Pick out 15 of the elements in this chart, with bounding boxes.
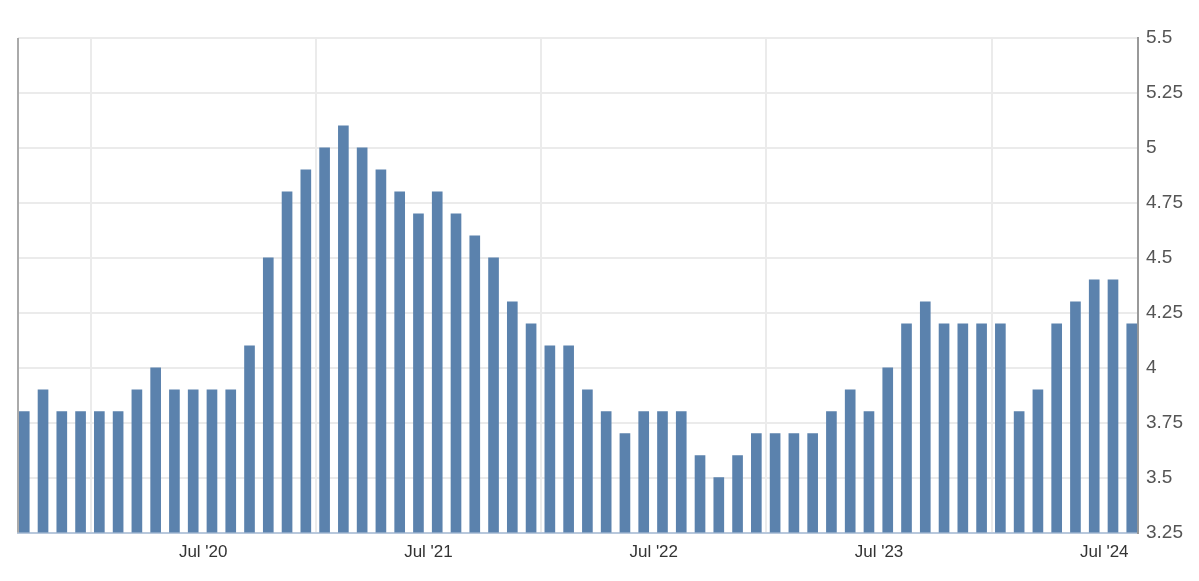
x-tick-label: Jul '22 — [629, 542, 679, 562]
y-tick-label: 4 — [1146, 355, 1158, 377]
y-tick-label: 3.75 — [1146, 410, 1183, 432]
y-tick-label: 4.25 — [1146, 301, 1183, 323]
y-tick-label: 3.5 — [1146, 465, 1173, 487]
y-tick-label: 3.25 — [1146, 520, 1183, 542]
y-tick-label: 5.5 — [1146, 26, 1173, 48]
x-tick-label: Jul '24 — [1079, 542, 1129, 562]
y-tick-label: 5.25 — [1146, 81, 1183, 103]
y-tick-label: 4.75 — [1146, 191, 1183, 213]
x-tick-label: Jul '23 — [854, 542, 904, 562]
x-tick-label: Jul '21 — [404, 542, 453, 562]
y-tick-label: 4.5 — [1146, 246, 1173, 268]
x-tick-label: Jul '20 — [178, 542, 228, 562]
y-tick-label: 5 — [1146, 136, 1157, 158]
